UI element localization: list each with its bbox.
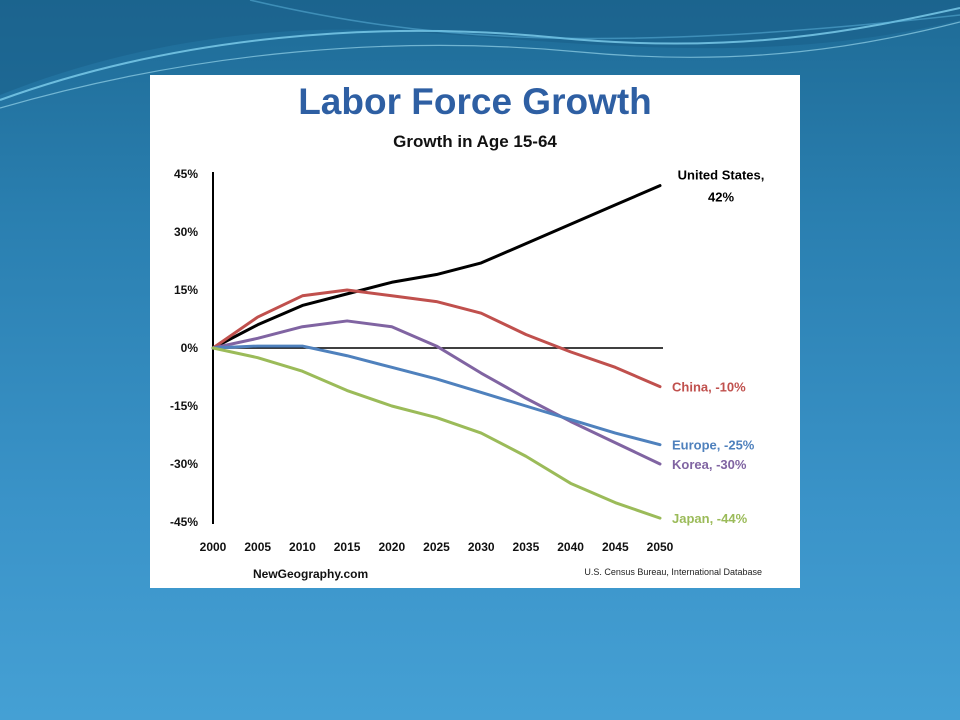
x-tick-label: 2040 [557, 540, 584, 554]
x-tick-label: 2005 [244, 540, 271, 554]
y-tick-label: 15% [174, 283, 198, 297]
x-tick-label: 2010 [289, 540, 316, 554]
chart-title: Labor Force Growth [298, 81, 652, 122]
source-site: NewGeography.com [253, 567, 369, 581]
data-source: U.S. Census Bureau, International Databa… [584, 567, 762, 577]
x-tick-label: 2025 [423, 540, 450, 554]
y-tick-label: -15% [170, 399, 198, 413]
x-tick-label: 2050 [647, 540, 674, 554]
series-label-japan: Japan, -44% [672, 511, 748, 526]
y-tick-label: -45% [170, 515, 198, 529]
y-tick-label: 45% [174, 167, 198, 181]
chart-subtitle: Growth in Age 15-64 [393, 132, 557, 151]
chart-panel: Labor Force Growth Growth in Age 15-64 4… [150, 75, 800, 588]
series-line-united-states [211, 184, 662, 350]
series-label-korea: Korea, -30% [672, 457, 747, 472]
y-tick-label: 0% [181, 341, 199, 355]
y-tick-label: -30% [170, 457, 198, 471]
line-chart: 45% 30% 15% 0% -15% -30% -45%2000 2005 2010 2015 2… [170, 167, 765, 554]
series-label-europe: Europe, -25% [672, 438, 755, 453]
series-label-china: China, -10% [672, 380, 746, 395]
series-line-japan [211, 346, 662, 520]
y-tick-label: 30% [174, 225, 198, 239]
series-line-korea [211, 319, 662, 466]
series-line-china [211, 288, 662, 389]
x-tick-label: 2035 [513, 540, 540, 554]
series-label-value-united-states: 42% [708, 190, 734, 205]
series-line-europe [211, 344, 662, 447]
x-tick-label: 2045 [602, 540, 629, 554]
x-tick-label: 2020 [378, 540, 405, 554]
series-label-united-states: United States, [678, 168, 765, 183]
x-tick-label: 2030 [468, 540, 495, 554]
x-tick-label: 2000 [200, 540, 227, 554]
x-tick-label: 2015 [334, 540, 361, 554]
